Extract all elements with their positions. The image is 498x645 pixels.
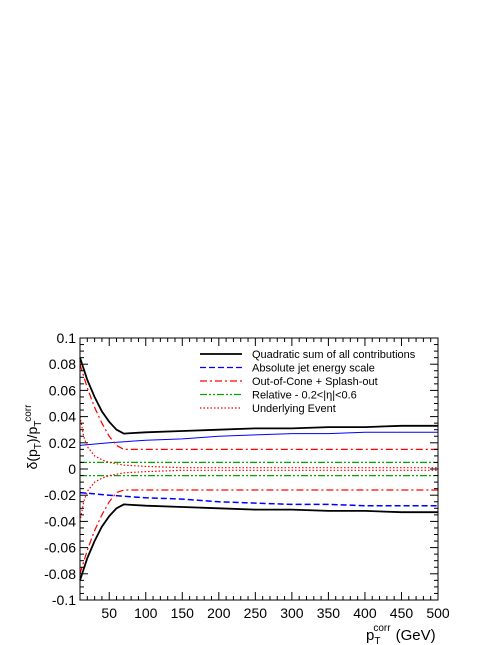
series-line-4 [79, 364, 438, 450]
ticks-layer [79, 337, 439, 601]
y-tick-label: -0.02 [44, 487, 76, 503]
series-line-0 [79, 357, 438, 435]
legend-label-1: Absolute jet energy scale [252, 363, 375, 375]
x-tick-label: 250 [244, 605, 268, 621]
series-line-1 [79, 503, 438, 581]
y-axis-label: δ(pT)/pTcorr [23, 404, 44, 470]
x-tick-label: 200 [207, 605, 231, 621]
x-tick-label: 150 [171, 605, 195, 621]
y-tick-label: 0.04 [49, 409, 76, 425]
series-line-2 [79, 431, 438, 446]
axis-labels: δ(pT)/pTcorr pTcorr (GeV) [23, 404, 436, 645]
y-tick-label: -0.06 [44, 540, 76, 556]
y-tick-label: 0.06 [49, 382, 76, 398]
x-axis-label: pTcorr (GeV) [366, 623, 436, 645]
series-line-3 [79, 491, 438, 507]
x-tick-label: 500 [426, 605, 450, 621]
y-tick-label: -0.04 [44, 513, 76, 529]
legend-label-3: Relative - 0.2<|η|<0.6 [252, 390, 357, 402]
x-tick-label: 100 [134, 605, 158, 621]
legend-label-2: Out-of-Cone + Splash-out [252, 376, 378, 388]
series-line-5 [79, 489, 438, 574]
y-tick-label: 0.02 [49, 435, 76, 451]
legend-label-0: Quadratic sum of all contributions [252, 349, 416, 361]
series-layer [79, 357, 438, 581]
x-tick-label: 350 [317, 605, 341, 621]
series-line-9 [79, 469, 438, 522]
y-tick-label: 0.1 [57, 330, 77, 346]
x-tick-label: 450 [390, 605, 414, 621]
y-tick-label: 0.08 [49, 356, 76, 372]
x-tick-label: 50 [101, 605, 117, 621]
y-tick-label: -0.1 [52, 592, 76, 608]
y-tick-label: 0 [68, 461, 76, 477]
y-tick-label: -0.08 [44, 566, 76, 582]
x-tick-label: 300 [280, 605, 304, 621]
legend-label-4: Underlying Event [252, 403, 336, 415]
x-tick-label: 400 [353, 605, 377, 621]
labels-layer: -0.1 -0.08 -0.06 -0.04 -0.02 0 0.02 0.04 0.06 0.0… [44, 330, 450, 621]
legend: Quadratic sum of all contributions Absolu… [200, 349, 416, 415]
series-line-8 [79, 416, 438, 469]
